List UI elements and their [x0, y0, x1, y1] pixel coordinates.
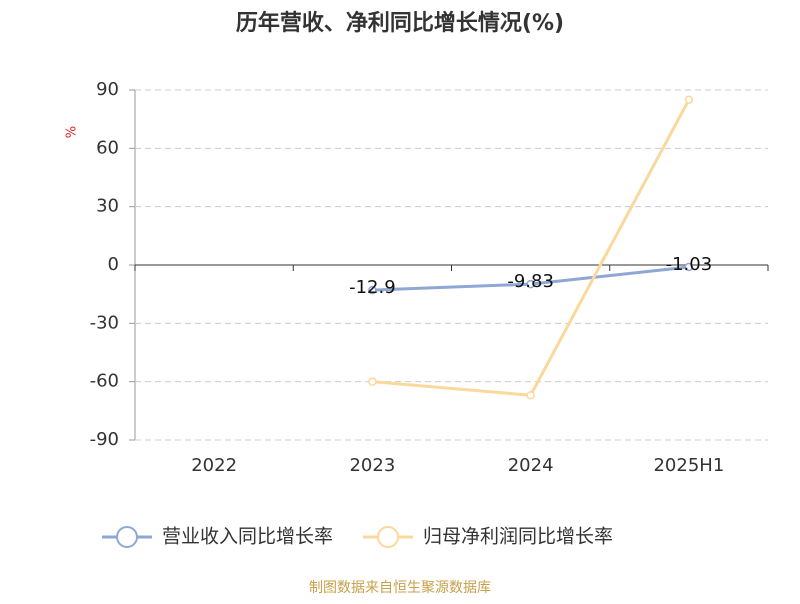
- series-line: [372, 99, 691, 397]
- data-point: [526, 279, 535, 289]
- x-tick-label: 2024: [508, 455, 554, 476]
- y-axis-label: %: [65, 126, 80, 138]
- data-point: [526, 391, 535, 400]
- legend-label: 营业收入同比增长率: [162, 526, 333, 548]
- data-point: [368, 285, 377, 295]
- y-tick-label: -90: [90, 429, 119, 450]
- y-tick-label: 90: [96, 79, 119, 100]
- legend-marker: [116, 526, 138, 548]
- data-label: -12.9: [349, 277, 396, 298]
- legend-label: 归母净利润同比增长率: [423, 526, 613, 548]
- data-point: [684, 95, 694, 104]
- y-tick-label: -30: [90, 312, 119, 333]
- y-tick-label: 0: [108, 254, 119, 275]
- data-label: -9.83: [507, 271, 554, 292]
- y-tick-label: 60: [96, 137, 119, 158]
- chart-title: 历年营收、净利同比增长情况(%): [236, 10, 564, 36]
- source-note: 制图数据来自恒生聚源数据库: [309, 580, 491, 596]
- y-tick-label: -60: [90, 371, 119, 392]
- x-tick-label: 2025H1: [653, 455, 724, 476]
- data-point: [368, 377, 377, 386]
- data-label: -1.03: [666, 254, 713, 275]
- x-tick-label: 2022: [191, 455, 237, 476]
- data-point: [684, 262, 694, 272]
- x-tick-label: 2023: [349, 455, 395, 476]
- legend-marker: [377, 526, 400, 548]
- y-tick-label: 30: [96, 196, 119, 217]
